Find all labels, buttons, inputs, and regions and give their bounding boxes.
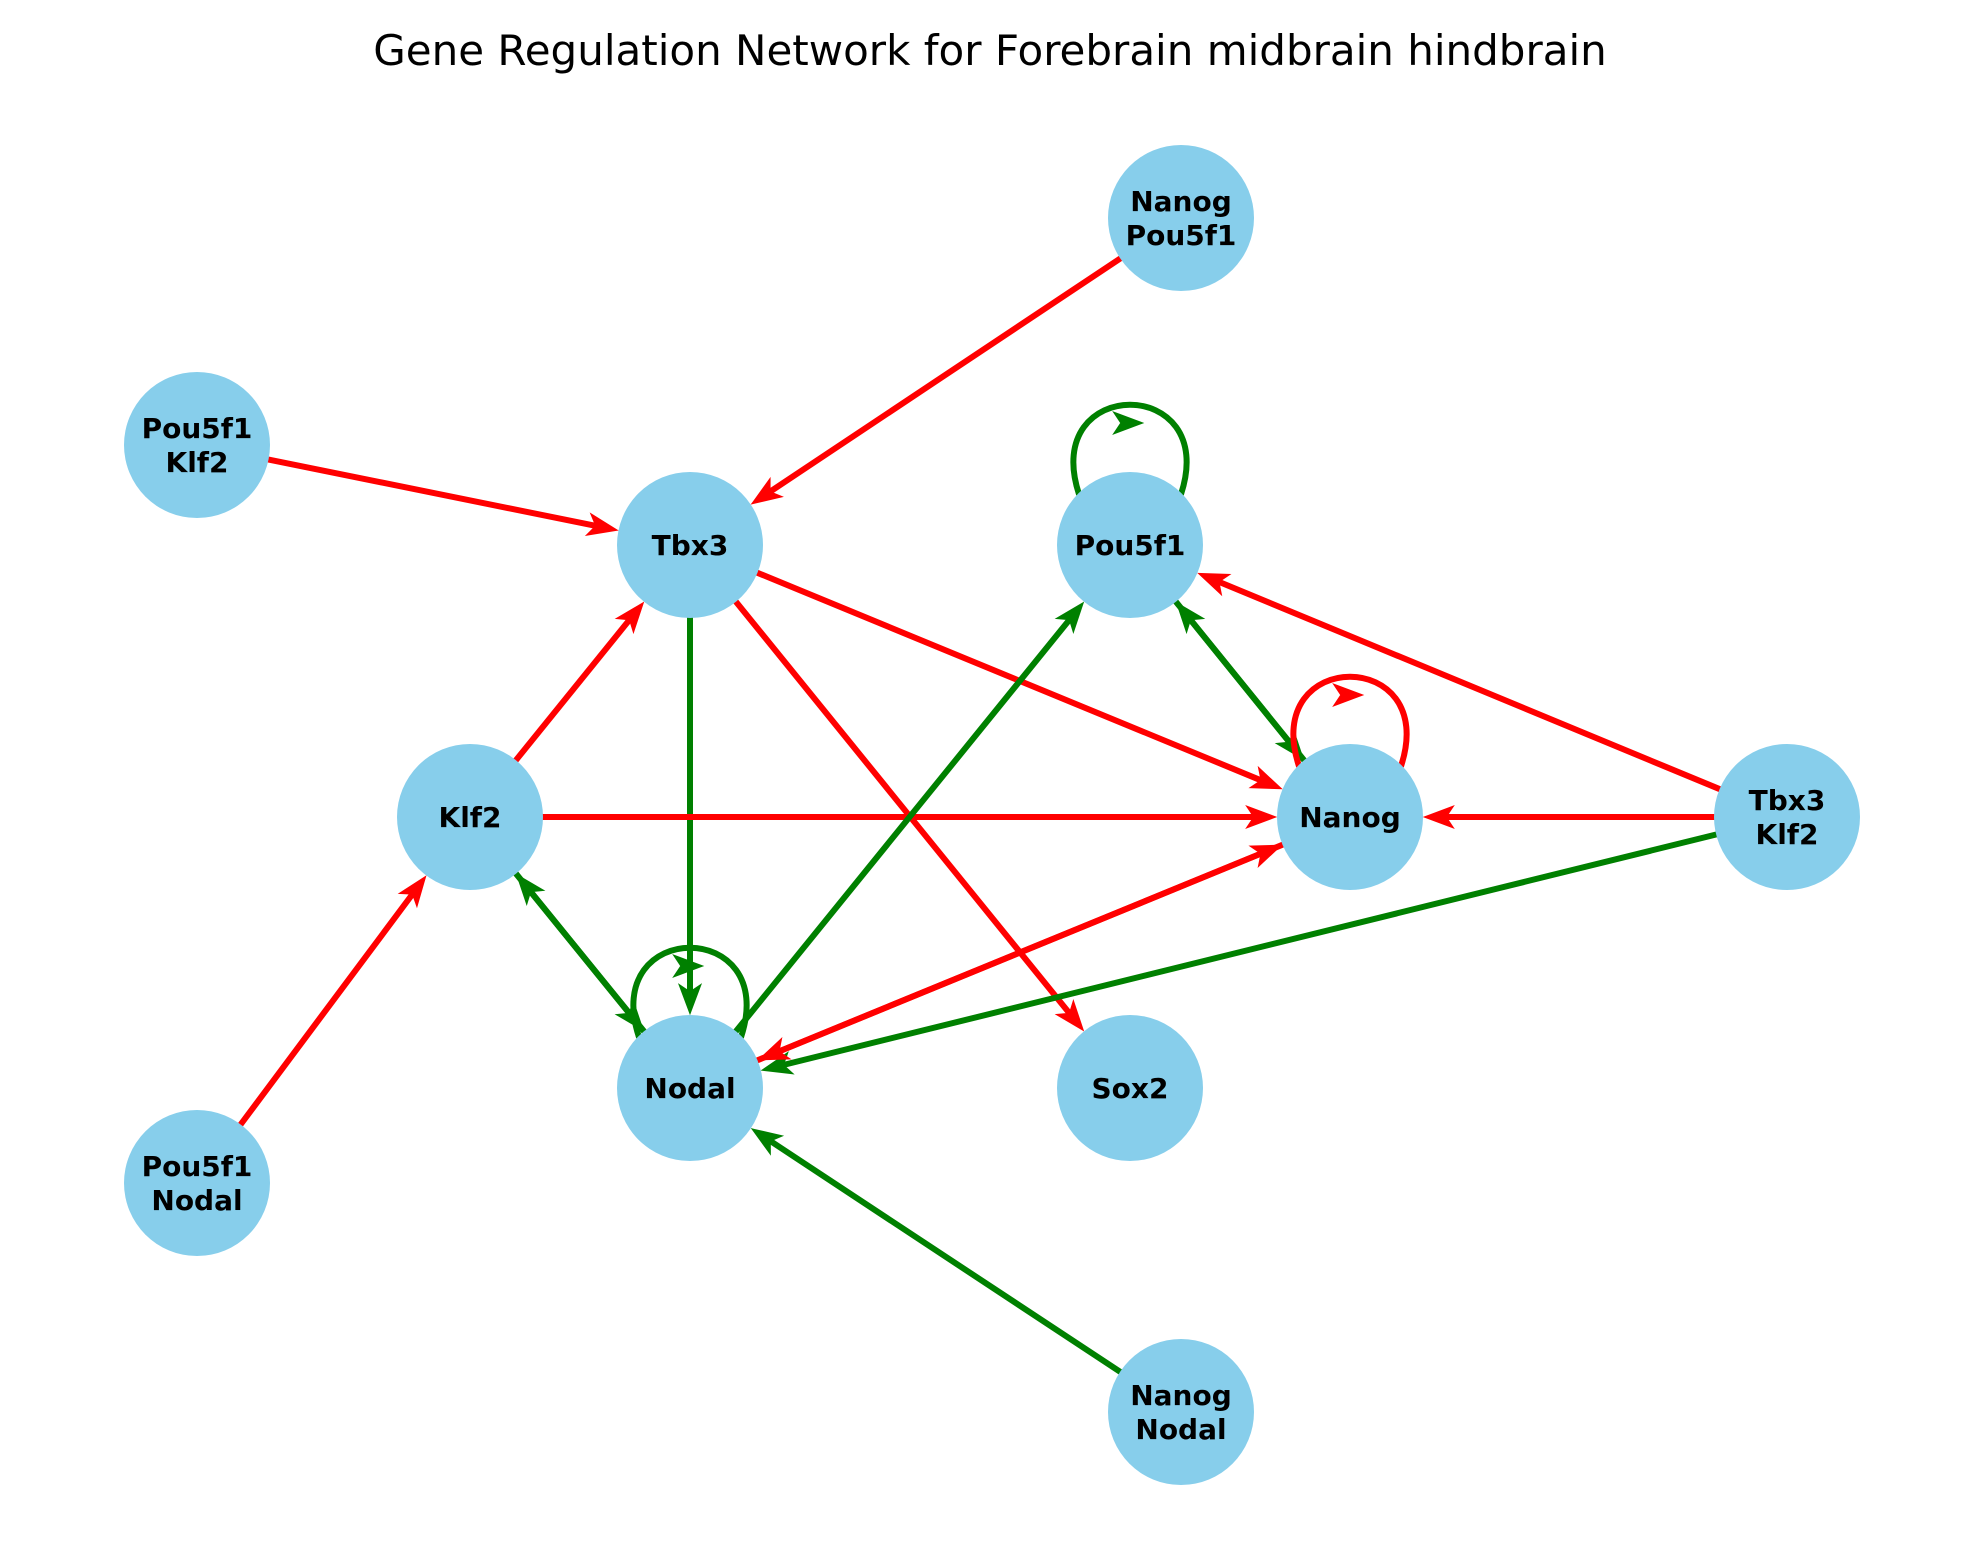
edge-nanog-to-nanog: [1290, 673, 1410, 769]
edge-nodal-to-nodal: [630, 944, 750, 1040]
edge-tbx3-to-sox2: [732, 598, 1085, 1032]
node-label: Nodal: [1135, 1413, 1226, 1446]
node-pou5f1: Pou5f1: [1057, 472, 1203, 618]
diagram-title: Gene Regulation Network for Forebrain mi…: [373, 26, 1607, 75]
node-nanog: Nanog: [1277, 744, 1423, 890]
edge-nodal-to-nanog: [754, 844, 1283, 1064]
node-label: Klf2: [1756, 818, 1819, 851]
node-circle: [397, 744, 543, 890]
node-label: Tbx3: [1749, 784, 1826, 817]
node-label: Nodal: [151, 1184, 242, 1217]
node-label: Nanog: [1299, 801, 1401, 834]
node-label: Pou5f1: [1126, 219, 1237, 252]
node-label: Nanog: [1130, 185, 1232, 218]
node-circle: [1108, 1339, 1254, 1485]
node-circle: [1277, 744, 1423, 890]
edge-nodal-to-pou5f1: [732, 601, 1085, 1035]
edge-nanog-to-pou5f1: [1175, 601, 1308, 764]
edge-pou5f1-to-pou5f1: [1070, 401, 1190, 497]
node-label: Nanog: [1130, 1379, 1232, 1412]
node-circle: [617, 1015, 763, 1161]
edge-tbx3-klf2-to-nodal: [760, 831, 1720, 1075]
node-label: Tbx3: [652, 529, 729, 562]
edge-pou5f1-klf2-to-tbx3: [265, 456, 619, 536]
edges-layer: [237, 255, 1723, 1375]
edge-tbx3-klf2-to-nanog: [1422, 804, 1717, 830]
node-tbx3: Tbx3: [617, 472, 763, 618]
edge-nanog-nodal-to-nodal: [750, 1128, 1124, 1375]
edge-klf2-to-nanog: [540, 804, 1278, 830]
node-label: Nodal: [644, 1072, 735, 1105]
node-nodal: Nodal: [617, 1015, 763, 1161]
node-label: Klf2: [439, 801, 502, 834]
edge-klf2-to-tbx3: [512, 601, 645, 764]
node-circle: [1108, 145, 1254, 291]
node-label: Pou5f1: [1075, 529, 1186, 562]
node-label: Pou5f1: [142, 1150, 253, 1183]
node-circle: [1057, 1015, 1203, 1161]
edge-pou5f1-nodal-to-klf2: [237, 875, 427, 1128]
edge-nanog-pou5f1-to-tbx3: [750, 255, 1124, 505]
node-circle: [617, 472, 763, 618]
node-sox2: Sox2: [1057, 1015, 1203, 1161]
node-label: Klf2: [166, 446, 229, 479]
node-klf2: Klf2: [397, 744, 543, 890]
edge-nodal-to-klf2: [515, 873, 647, 1035]
edge-tbx3-klf2-to-pou5f1: [1197, 572, 1723, 793]
edge-tbx3-to-nanog: [754, 569, 1283, 790]
node-label: Pou5f1: [142, 412, 253, 445]
node-circle: [124, 1110, 270, 1256]
node-label: Sox2: [1092, 1072, 1169, 1105]
edge-tbx3-to-nodal: [677, 615, 703, 1016]
node-circle: [1714, 744, 1860, 890]
node-circle: [124, 372, 270, 518]
node-circle: [1057, 472, 1203, 618]
